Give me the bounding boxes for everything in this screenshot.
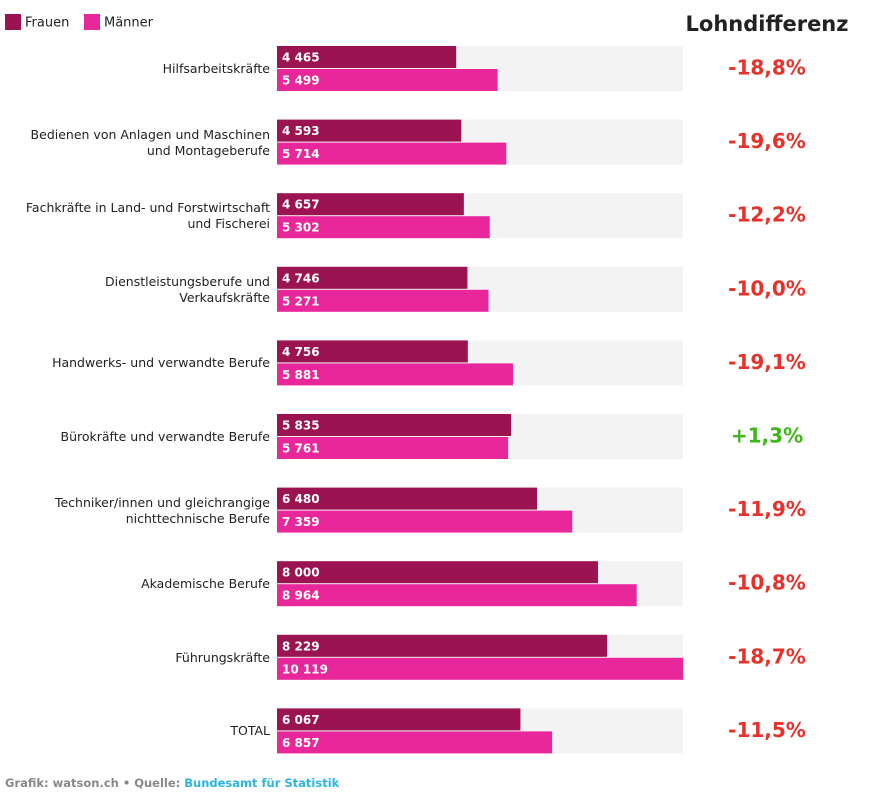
value-label: 4 593: [282, 124, 320, 138]
value-label: 5 271: [282, 294, 320, 308]
difference-label: -10,0%: [728, 276, 806, 300]
value-label: 5 881: [282, 368, 320, 382]
value-label: 7 359: [282, 515, 320, 529]
bar: [277, 266, 468, 289]
category-label: Fachkräfte in Land- und Forstwirtschaft …: [25, 200, 270, 232]
bar: [277, 119, 462, 142]
difference-label: -18,7%: [728, 644, 806, 668]
value-label: 8 964: [282, 589, 320, 603]
category-label: Hilfsarbeitskräfte: [162, 61, 270, 76]
category-label: Akademische Berufe: [141, 576, 270, 592]
value-label: 5 302: [282, 221, 320, 235]
bar: [277, 289, 489, 312]
value-label: 5 835: [282, 419, 320, 433]
value-label: 5 714: [282, 147, 320, 161]
bar: [277, 142, 507, 165]
value-label: 8 000: [282, 566, 320, 580]
difference-label: +1,3%: [731, 424, 803, 448]
bar: [277, 510, 573, 533]
difference-label: -12,2%: [728, 203, 806, 227]
value-label: 4 746: [282, 271, 320, 285]
category-label: Bedienen von Anlagen und Maschinen und M…: [30, 126, 270, 158]
value-label: 8 229: [282, 639, 320, 653]
value-label: 10 119: [282, 662, 328, 676]
bar: [277, 414, 512, 436]
value-label: 6 067: [282, 713, 320, 727]
bar: [277, 216, 490, 239]
bar: [277, 657, 683, 680]
legend-label: Frauen: [25, 16, 69, 31]
difference-label: -11,9%: [728, 497, 806, 521]
value-label: 6 857: [282, 736, 320, 750]
difference-label: -19,1%: [728, 350, 806, 374]
difference-label: -10,8%: [728, 571, 806, 595]
chart-title: Lohndifferenz: [686, 12, 849, 36]
value-label: 5 499: [282, 74, 320, 88]
value-label: 5 761: [282, 442, 320, 456]
category-label: Techniker/innen und gleichrangige nichtt…: [54, 494, 270, 526]
bar: [277, 193, 464, 216]
bar: [277, 340, 468, 363]
value-label: 4 657: [282, 198, 320, 212]
bar: [277, 69, 498, 91]
bar: [277, 731, 553, 754]
bar: [277, 487, 537, 510]
category-label: Handwerks- und verwandte Berufe: [52, 355, 270, 371]
bar: [277, 437, 509, 459]
footer: Grafik: watson.ch • Quelle: Bundesamt fü…: [5, 776, 339, 790]
legend-swatch: [84, 14, 100, 30]
source-prefix: Grafik: watson.ch • Quelle:: [5, 776, 181, 790]
value-label: 4 756: [282, 345, 320, 359]
value-label: 6 480: [282, 492, 320, 506]
bar: [277, 584, 637, 607]
difference-label: -18,8%: [728, 56, 806, 80]
value-label: 4 465: [282, 51, 320, 65]
difference-label: -19,6%: [728, 129, 806, 153]
bar: [277, 634, 608, 657]
bar: [277, 561, 598, 584]
category-label: Dienstleistungsberufe und Verkaufskräfte: [105, 273, 270, 305]
category-label: Bürokräfte und verwandte Berufe: [60, 429, 271, 444]
bar: [277, 46, 457, 68]
source-link[interactable]: Bundesamt für Statistik: [184, 776, 340, 790]
category-label: TOTAL: [230, 723, 270, 739]
category-label: Führungskräfte: [175, 649, 270, 665]
legend-label: Männer: [104, 16, 154, 31]
legend-swatch: [5, 14, 21, 30]
bar: [277, 708, 521, 731]
difference-label: -11,5%: [728, 718, 806, 742]
bar: [277, 363, 513, 386]
